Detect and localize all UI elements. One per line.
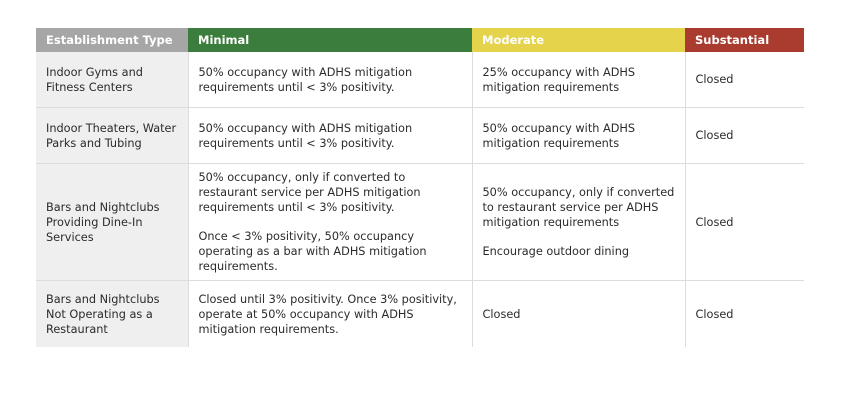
cell-type: Indoor Gyms and Fitness Centers — [36, 52, 188, 108]
header-minimal: Minimal — [188, 28, 472, 52]
cell-moderate: 50% occupancy with ADHS mitigation requi… — [471, 107, 685, 164]
cell-minimal: 50% occupancy with ADHS mitigation requi… — [187, 52, 472, 108]
cell-substantial: Closed — [684, 52, 804, 108]
cell-minimal: 50% occupancy, only if converted to rest… — [187, 163, 472, 281]
minimal-paragraph-2: Once < 3% positivity, 50% occupancy oper… — [198, 230, 427, 273]
table-row: Indoor Theaters, Water Parks and Tubing … — [36, 107, 804, 164]
cell-substantial: Closed — [684, 107, 804, 164]
minimal-paragraph-1: 50% occupancy, only if converted to rest… — [198, 171, 421, 214]
header-substantial: Substantial — [685, 28, 804, 52]
moderate-paragraph-1: 50% occupancy, only if converted to rest… — [482, 186, 675, 229]
cell-minimal: Closed until 3% positivity. Once 3% posi… — [187, 280, 472, 347]
cell-moderate: 25% occupancy with ADHS mitigation requi… — [471, 52, 685, 108]
cell-substantial: Closed — [684, 163, 804, 281]
cell-moderate: 50% occupancy, only if converted to rest… — [471, 163, 685, 281]
header-moderate: Moderate — [472, 28, 685, 52]
header-row: Establishment Type Minimal Moderate Subs… — [36, 28, 804, 52]
table-row: Indoor Gyms and Fitness Centers 50% occu… — [36, 52, 804, 108]
table-row: Bars and Nightclubs Not Operating as a R… — [36, 280, 804, 347]
cell-type: Indoor Theaters, Water Parks and Tubing — [36, 107, 188, 164]
table-row: Bars and Nightclubs Providing Dine-In Se… — [36, 163, 804, 281]
moderate-paragraph-2: Encourage outdoor dining — [482, 245, 630, 258]
establishment-restrictions-table: Establishment Type Minimal Moderate Subs… — [36, 28, 804, 347]
header-establishment-type: Establishment Type — [36, 28, 188, 52]
cell-type: Bars and Nightclubs Providing Dine-In Se… — [36, 163, 188, 281]
cell-substantial: Closed — [684, 280, 804, 347]
cell-minimal: 50% occupancy with ADHS mitigation requi… — [187, 107, 472, 164]
cell-type: Bars and Nightclubs Not Operating as a R… — [36, 280, 188, 347]
cell-moderate: Closed — [471, 280, 685, 347]
